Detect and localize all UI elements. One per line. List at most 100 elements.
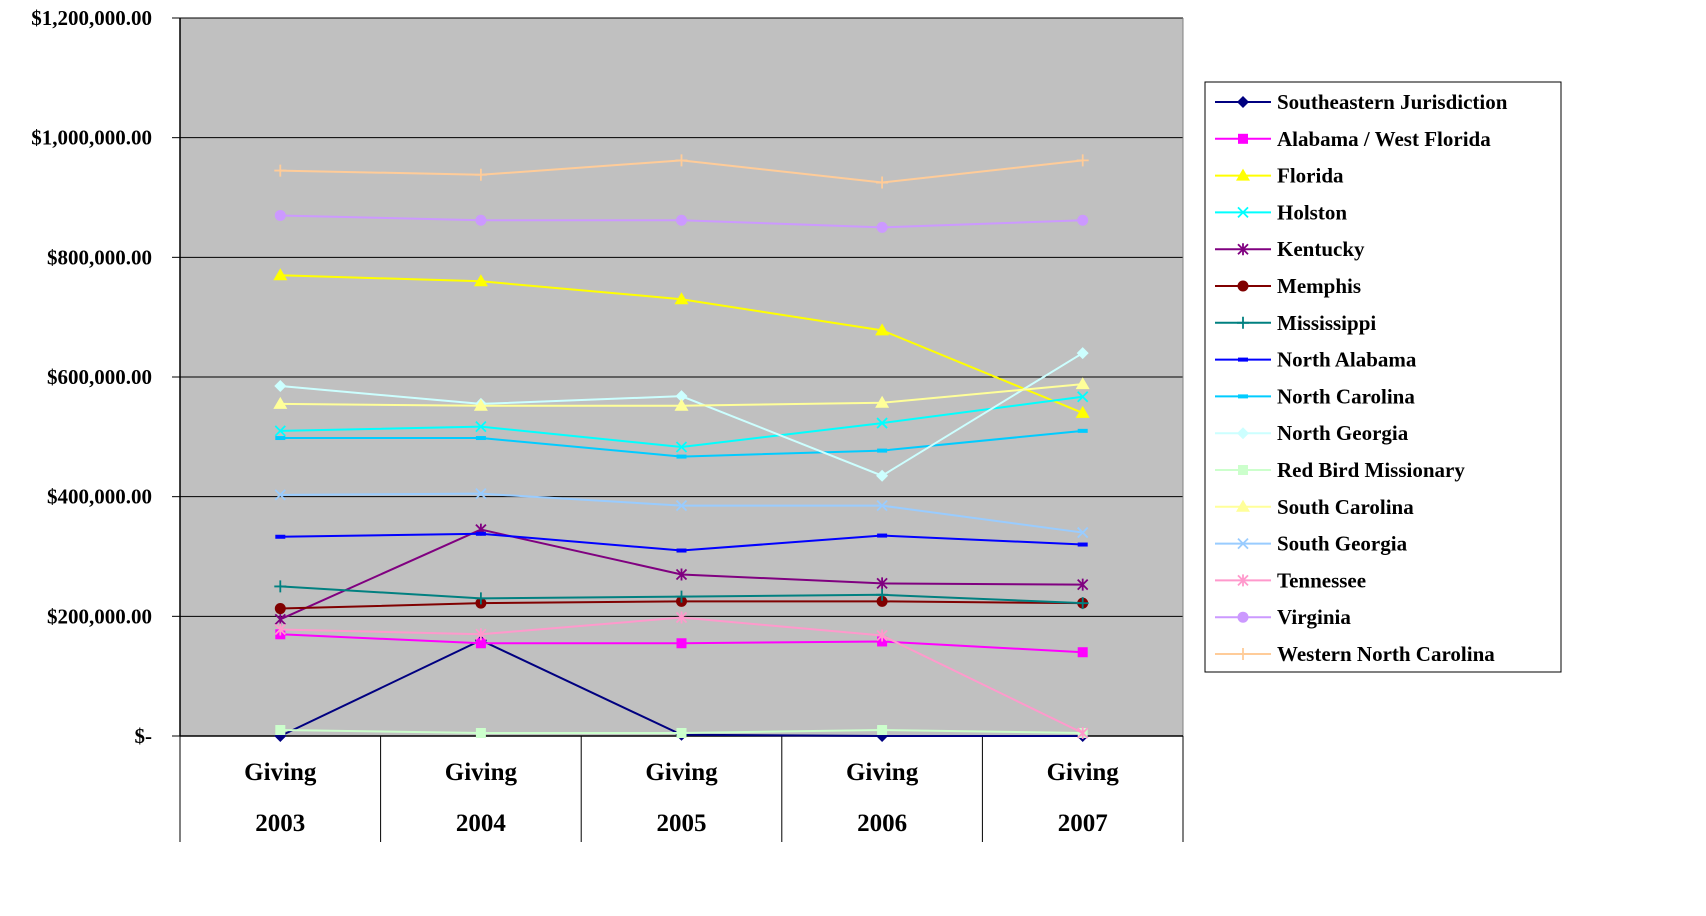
legend-label: Memphis <box>1277 274 1361 298</box>
data-point <box>675 590 688 603</box>
legend-label: Western North Carolina <box>1277 642 1495 666</box>
legend-label: North Alabama <box>1277 348 1417 372</box>
data-point <box>1077 647 1088 658</box>
data-point <box>676 454 687 459</box>
data-point <box>1077 526 1089 539</box>
legend-label: Florida <box>1277 164 1344 188</box>
legend-entry: Mississippi <box>1215 311 1376 335</box>
x-tick-label: Giving <box>445 759 518 786</box>
series-15 <box>274 154 1089 189</box>
series-14 <box>274 209 1089 233</box>
data-point <box>473 398 488 411</box>
data-point <box>875 323 890 336</box>
data-point <box>1077 542 1088 547</box>
legend-entry: Kentucky <box>1215 237 1365 261</box>
data-point <box>676 638 687 649</box>
data-point <box>475 421 487 433</box>
data-point <box>875 395 890 408</box>
data-point <box>1237 280 1249 292</box>
series-2 <box>273 268 1090 418</box>
legend-entry: Tennessee <box>1215 568 1366 592</box>
x-tick-label: 2007 <box>1058 810 1108 837</box>
data-point <box>1075 377 1090 390</box>
data-point <box>876 176 889 189</box>
data-point <box>475 488 487 500</box>
y-tick-label: $1,000,000.00 <box>31 126 152 150</box>
data-point <box>475 436 486 441</box>
data-point <box>675 500 688 512</box>
data-point <box>274 164 287 177</box>
data-point <box>274 209 286 221</box>
data-point <box>1238 465 1248 475</box>
series-12 <box>274 488 1089 539</box>
y-tick-label: $800,000.00 <box>47 245 152 269</box>
data-point <box>274 489 286 501</box>
legend-entry: Florida <box>1215 164 1344 188</box>
legend-label: North Georgia <box>1277 421 1409 445</box>
data-point <box>877 725 888 736</box>
legend-label: Tennessee <box>1277 568 1366 592</box>
data-point <box>273 268 288 281</box>
data-point <box>1237 611 1249 623</box>
gridlines <box>180 17 1183 617</box>
data-point <box>475 728 486 739</box>
data-point <box>876 595 888 607</box>
data-point <box>1076 154 1089 167</box>
legend-box <box>1204 81 1562 673</box>
data-point <box>1237 316 1249 329</box>
x-axis: Giving 2003 Giving 2004 Giving 2005 Giving 2006… <box>179 735 1184 842</box>
data-point <box>475 214 487 226</box>
legend-label: Alabama / West Florida <box>1277 127 1491 151</box>
data-point <box>1238 133 1248 144</box>
x-tick-label: 2003 <box>255 810 305 837</box>
x-tick-label: Giving <box>1047 759 1120 786</box>
data-point <box>274 580 287 593</box>
data-point <box>274 613 286 626</box>
data-point <box>675 390 688 403</box>
data-point <box>675 441 688 453</box>
legend-label: Southeastern Jurisdiction <box>1277 90 1508 114</box>
series-3 <box>274 391 1089 453</box>
series-lines <box>273 154 1090 742</box>
series-13 <box>274 611 1089 740</box>
data-point <box>273 396 288 409</box>
data-point <box>876 221 888 233</box>
series-11 <box>273 377 1090 411</box>
legend-entry: Memphis <box>1215 274 1361 298</box>
legend-entry: North Alabama <box>1215 348 1417 372</box>
legend-label: South Carolina <box>1277 495 1414 519</box>
data-point <box>674 292 689 305</box>
data-point <box>1238 357 1248 362</box>
data-point <box>1237 206 1249 219</box>
data-point <box>1077 428 1088 433</box>
legend-entry: Virginia <box>1215 605 1351 629</box>
data-point <box>876 629 888 642</box>
legend-entry: Southeastern Jurisdiction <box>1215 90 1508 114</box>
data-point <box>877 533 888 538</box>
data-point <box>1237 574 1249 587</box>
data-point <box>1238 394 1248 399</box>
data-point <box>1237 96 1249 108</box>
y-tick-label: $200,000.00 <box>47 604 152 628</box>
data-point <box>675 154 688 167</box>
legend-entry: North Carolina <box>1215 384 1415 408</box>
legend-label: Mississippi <box>1277 311 1376 335</box>
data-point <box>676 548 687 553</box>
x-tick-label: 2005 <box>657 810 707 837</box>
data-point <box>1237 648 1249 660</box>
y-tick-label: $1,200,000.00 <box>31 6 152 30</box>
legend-label: Virginia <box>1277 605 1351 629</box>
data-point <box>1237 537 1249 550</box>
data-point <box>876 577 888 590</box>
data-point <box>274 379 287 392</box>
data-point <box>876 588 889 601</box>
data-point <box>876 417 888 429</box>
x-tick-label: Giving <box>846 759 919 786</box>
data-point <box>675 568 688 581</box>
data-point <box>475 531 486 536</box>
legend: Southeastern Jurisdiction Alabama / West … <box>1204 81 1562 673</box>
data-point <box>275 534 286 539</box>
x-tick-label: 2004 <box>456 810 507 837</box>
legend-entry: Holston <box>1215 200 1347 224</box>
